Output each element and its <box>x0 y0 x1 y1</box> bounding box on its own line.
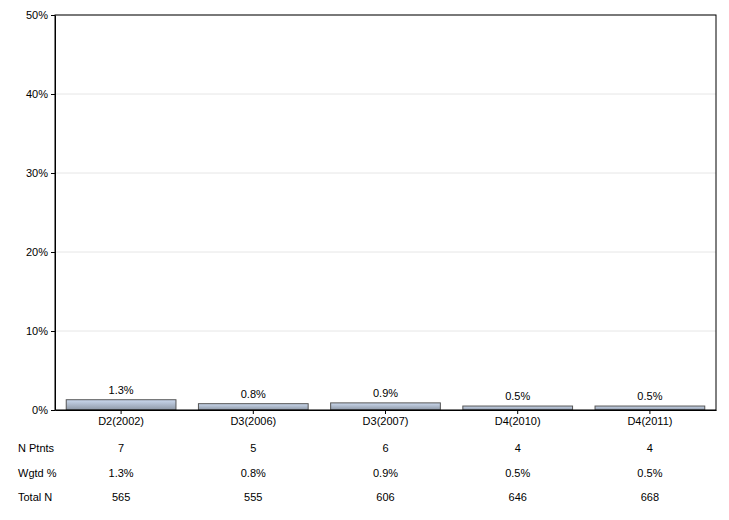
table-cell: 4 <box>515 442 521 454</box>
bar <box>595 406 705 410</box>
chart: 1.3% 0.8% 0.9% 0.5% 0.5% 0% 10% 20% 30% 40% 50% D2(… <box>0 0 729 520</box>
y-tick: 50% <box>26 9 55 21</box>
table-cell: 646 <box>509 491 527 503</box>
y-tick-label: 40% <box>26 88 48 100</box>
y-tick-label: 30% <box>26 167 48 179</box>
y-tick-label: 20% <box>26 246 48 258</box>
table-cell: 5 <box>250 442 256 454</box>
y-tick-mark <box>51 15 55 16</box>
table-cell: 6 <box>382 442 388 454</box>
x-tick-mark <box>649 410 650 414</box>
bars <box>66 400 705 410</box>
table-cell: 0.5% <box>505 467 530 479</box>
grid-line <box>55 252 716 253</box>
data-label: 0.9% <box>373 387 398 399</box>
x-tick-mark <box>385 410 386 414</box>
table-cell: 668 <box>641 491 659 503</box>
y-tick-mark <box>51 94 55 95</box>
grid-line <box>55 331 716 332</box>
x-tick-label: D4(2011) <box>627 415 672 427</box>
bar <box>331 403 441 410</box>
grid-line <box>55 173 716 174</box>
x-tick-mark <box>517 410 518 414</box>
table-cell: 565 <box>112 491 130 503</box>
x-tick: D4(2010) <box>495 410 541 427</box>
x-tick: D4(2011) <box>627 410 672 427</box>
x-tick: D2(2002) <box>98 410 144 427</box>
grid-line <box>55 94 716 95</box>
y-tick-label: 50% <box>26 9 48 21</box>
y-tick: 0% <box>32 404 55 416</box>
y-axis: 0% 10% 20% 30% 40% 50% <box>26 9 56 416</box>
y-tick-mark <box>51 410 55 411</box>
bar <box>198 404 308 410</box>
table-cell: 1.3% <box>109 467 134 479</box>
x-tick-label: D3(2007) <box>363 415 409 427</box>
x-tick-mark <box>253 410 254 414</box>
table: N Ptnts 7 5 6 4 4 Wgtd % 1.3% 0.8% 0.9% 0.5% 0.5% To… <box>18 442 663 503</box>
y-tick: 30% <box>26 167 55 179</box>
plot-frame <box>55 15 716 410</box>
y-tick-mark <box>51 331 55 332</box>
data-label: 0.8% <box>241 388 266 400</box>
y-tick-mark <box>51 252 55 253</box>
table-cell: 555 <box>244 491 262 503</box>
y-tick: 20% <box>26 246 55 258</box>
x-axis: D2(2002) D3(2006) D3(2007) D4(2010) D4(2011) <box>56 410 717 427</box>
bar <box>66 400 176 410</box>
table-cell: 7 <box>118 442 124 454</box>
y-tick-label: 0% <box>32 404 48 416</box>
plot: 1.3% 0.8% 0.9% 0.5% 0.5% 0% 10% 20% 30% 40% 50% D2(… <box>26 9 717 427</box>
y-tick-mark <box>51 173 55 174</box>
x-tick-label: D4(2010) <box>495 415 541 427</box>
table-cell: 0.9% <box>373 467 398 479</box>
x-tick: D3(2006) <box>230 410 276 427</box>
y-tick-label: 10% <box>26 325 48 337</box>
y-tick: 10% <box>26 325 55 337</box>
table-row-label: Wgtd % <box>18 467 57 479</box>
data-label: 0.5% <box>637 390 662 402</box>
table-cell: 4 <box>647 442 653 454</box>
data-label: 0.5% <box>505 390 530 402</box>
y-tick: 40% <box>26 88 55 100</box>
grid <box>55 15 716 410</box>
x-tick-mark <box>121 410 122 414</box>
x-tick-label: D2(2002) <box>98 415 144 427</box>
x-tick: D3(2007) <box>363 410 409 427</box>
table-cell: 0.8% <box>241 467 266 479</box>
bar <box>463 406 573 410</box>
x-tick-label: D3(2006) <box>230 415 276 427</box>
data-label: 1.3% <box>109 384 134 396</box>
table-cell: 0.5% <box>637 467 662 479</box>
table-row-label: Total N <box>18 491 52 503</box>
data-labels: 1.3% 0.8% 0.9% 0.5% 0.5% <box>109 384 663 402</box>
table-cell: 606 <box>376 491 394 503</box>
table-row-label: N Ptnts <box>18 442 55 454</box>
